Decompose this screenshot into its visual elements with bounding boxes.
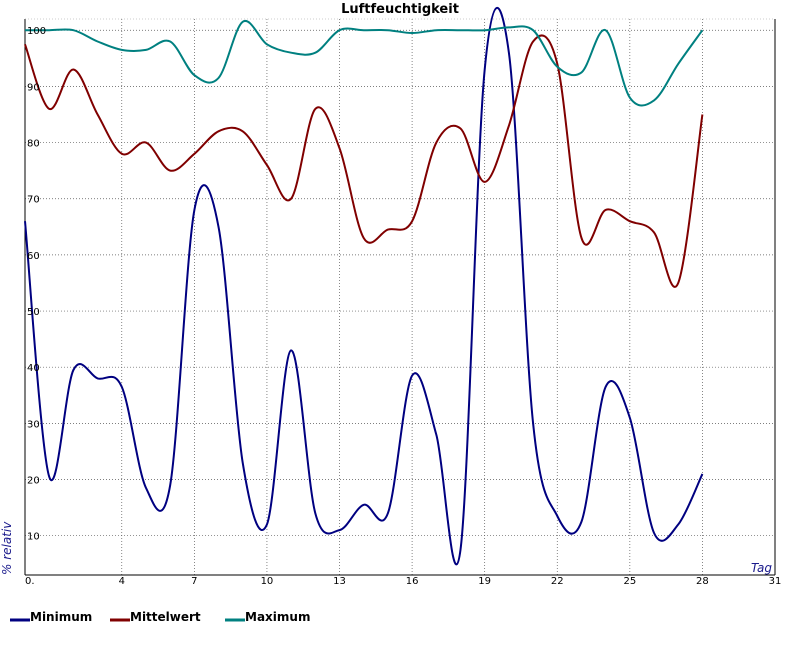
- x-tick-label: 7: [191, 576, 197, 587]
- axes: [24, 18, 776, 576]
- y-tick-label: 40: [27, 363, 40, 374]
- x-tick-label: 19: [478, 576, 491, 587]
- y-tick-label: 70: [27, 195, 40, 206]
- series-lines: [24, 6, 704, 566]
- x-tick-label: 0.: [25, 576, 35, 587]
- x-tick-label: 28: [696, 576, 709, 587]
- series-line-mittelwert: [24, 34, 704, 288]
- y-tick-label: 30: [27, 419, 40, 430]
- y-tick-label: 90: [27, 82, 40, 93]
- chart-title: Luftfeuchtigkeit: [341, 2, 459, 17]
- series-line-minimum: [24, 6, 704, 566]
- legend-label-maximum: Maximum: [245, 610, 310, 624]
- y-tick-label: 20: [27, 476, 40, 487]
- legend: Minimum Mittelwert Maximum: [10, 610, 310, 624]
- x-tick-label: 10: [261, 576, 274, 587]
- legend-label-minimum: Minimum: [30, 610, 92, 624]
- x-tick-label: 25: [623, 576, 636, 587]
- x-axis-label: Tag: [751, 561, 772, 575]
- grid: [24, 19, 776, 575]
- x-tick-label: 13: [333, 576, 346, 587]
- y-tick-label: 50: [27, 307, 40, 318]
- x-tick-label: 31: [769, 576, 782, 587]
- tick-labels: 10 20 30 40 50 60 70 80 90 100 0. 4 7 10 13 16 19 22 25 28 3…: [25, 26, 781, 587]
- series-line-maximum: [24, 19, 704, 107]
- y-axis-label: % relativ: [0, 521, 14, 575]
- x-tick-label: 16: [406, 576, 419, 587]
- y-tick-label: 80: [27, 139, 40, 150]
- legend-label-mittelwert: Mittelwert: [130, 610, 201, 624]
- x-tick-label: 22: [551, 576, 564, 587]
- x-tick-label: 4: [119, 576, 125, 587]
- y-tick-label: 60: [27, 251, 40, 262]
- y-tick-label: 10: [27, 532, 40, 543]
- y-tick-label: 100: [27, 26, 46, 37]
